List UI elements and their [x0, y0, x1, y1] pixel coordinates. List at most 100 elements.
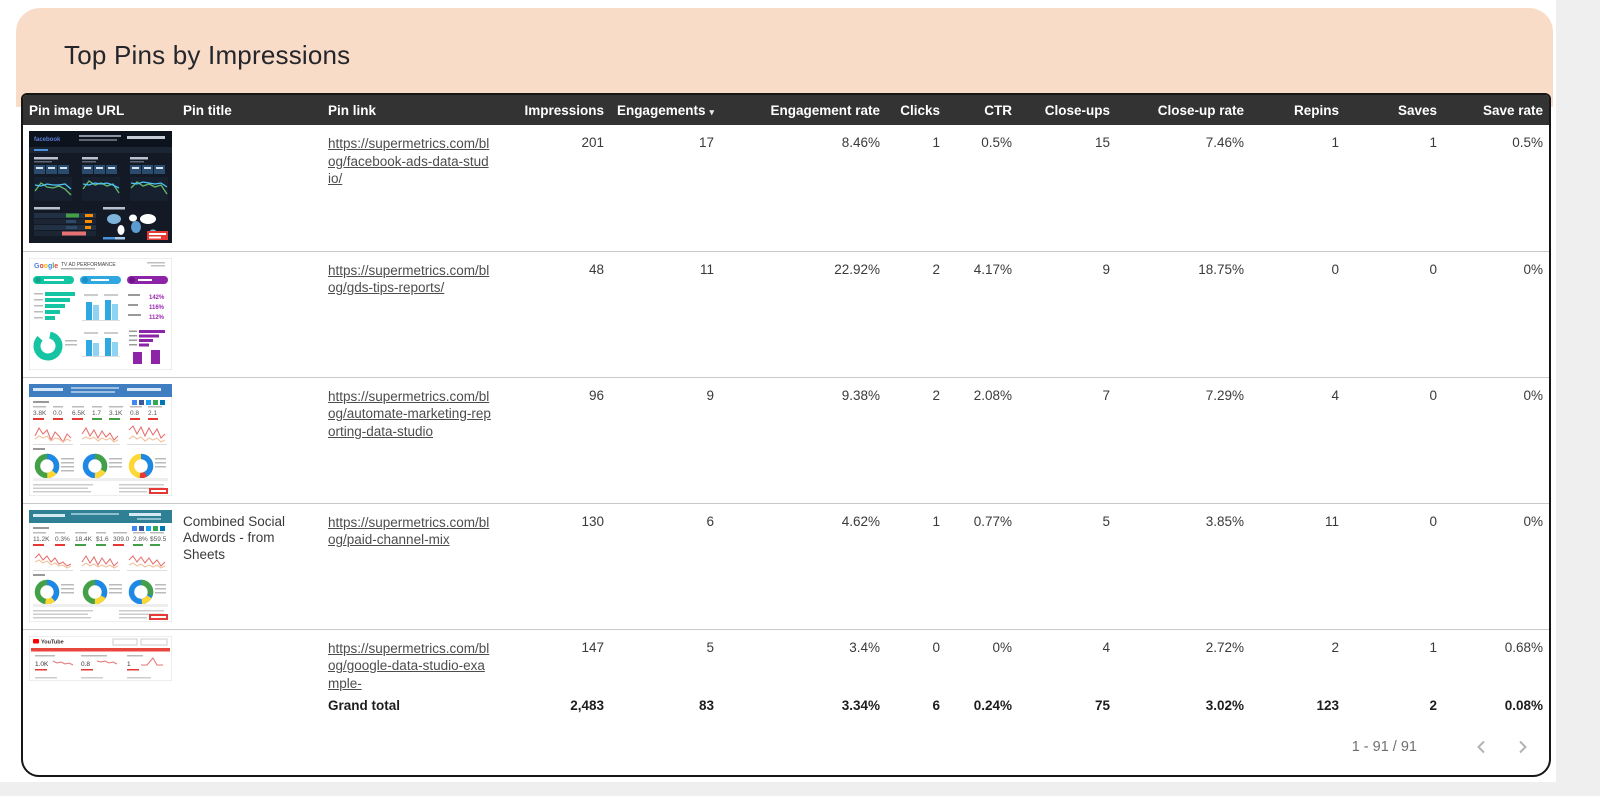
cell-ctr: 0.5%	[946, 125, 1018, 252]
canvas-right-margin	[1556, 0, 1600, 796]
cell-close-ups: 5	[1018, 503, 1116, 630]
grand-total-label: Grand total	[328, 698, 401, 714]
pagination-next-button[interactable]	[1509, 734, 1535, 760]
cell-impressions: 96	[497, 377, 610, 504]
cell-save-rate: 0%	[1443, 377, 1549, 504]
svg-text:3.8K: 3.8K	[33, 410, 47, 417]
column-header-pin-image-url[interactable]: Pin image URL	[23, 95, 177, 125]
cell-saves: 1	[1429, 639, 1437, 655]
svg-text:1: 1	[127, 661, 131, 668]
cell-engagement-rate: 22.92%	[720, 251, 886, 378]
cell-repins: 4	[1250, 377, 1345, 504]
cell-saves: 0	[1345, 377, 1443, 504]
top-pins-table-card: Pin image URL Pin title Pin link Impress…	[21, 93, 1551, 777]
column-header-save-rate[interactable]: Save rate	[1443, 95, 1549, 125]
svg-text:116%: 116%	[149, 305, 165, 311]
column-header-close-ups[interactable]: Close-ups	[1018, 95, 1116, 125]
svg-text:TV AD PERFORMANCE: TV AD PERFORMANCE	[61, 262, 116, 268]
column-header-pin-title[interactable]: Pin title	[177, 95, 322, 125]
table-row: YouTube 1.0K 0.8 1	[23, 629, 1549, 692]
total-clicks: 6	[932, 698, 940, 714]
svg-text:142%: 142%	[149, 295, 165, 301]
column-header-repins[interactable]: Repins	[1250, 95, 1345, 125]
svg-text:6.5K: 6.5K	[72, 410, 86, 417]
column-header-saves[interactable]: Saves	[1345, 95, 1443, 125]
cell-repins: 11	[1250, 503, 1345, 630]
cell-ctr: 0%	[992, 639, 1012, 655]
cell-engagements: 17	[610, 125, 720, 252]
table-row: 3.8K 0.0 6.5K 1.7 3.1K 0.8 2.1	[23, 377, 1549, 504]
cell-close-ups: 9	[1018, 251, 1116, 378]
cell-engagement-rate: 4.62%	[720, 503, 886, 630]
cell-repins: 0	[1250, 251, 1345, 378]
svg-text:Google: Google	[34, 263, 58, 270]
table-row: Google TV AD PERFORMANCE	[23, 251, 1549, 378]
cell-engagements: 5	[706, 639, 714, 655]
canvas-bottom-margin	[0, 782, 1600, 796]
cell-close-up-rate: 7.46%	[1116, 125, 1250, 252]
cell-close-up-rate: 7.29%	[1116, 377, 1250, 504]
chart-card-header	[16, 8, 1553, 107]
svg-text:18.4K: 18.4K	[75, 536, 93, 543]
pin-thumbnail-paid-channel-mix-teal: 11.2K 0.3% 18.4K $1.6 309.0 2.8% $59.5	[23, 503, 177, 630]
cell-engagements: 9	[610, 377, 720, 504]
total-close-ups: 75	[1094, 698, 1110, 714]
total-engagement-rate: 3.34%	[841, 698, 880, 714]
svg-text:0.8: 0.8	[81, 661, 90, 668]
pin-link[interactable]: https://supermetrics.com/blog/gds-tips-r…	[328, 262, 490, 296]
chevron-right-icon	[1519, 740, 1527, 754]
table-row: facebook	[23, 125, 1549, 252]
column-header-pin-link[interactable]: Pin link	[322, 95, 497, 125]
cell-save-rate: 0%	[1443, 251, 1549, 378]
cell-clicks: 0	[932, 639, 940, 655]
total-ctr: 0.24%	[973, 698, 1012, 714]
pin-link[interactable]: https://supermetrics.com/blog/facebook-a…	[328, 136, 490, 187]
pin-link[interactable]: https://supermetrics.com/blog/google-dat…	[328, 640, 490, 691]
svg-text:facebook: facebook	[34, 137, 61, 143]
cell-engagement-rate: 3.4%	[849, 639, 880, 655]
pin-link[interactable]: https://supermetrics.com/blog/paid-chann…	[328, 514, 490, 548]
cell-saves: 0	[1345, 251, 1443, 378]
cell-engagement-rate: 9.38%	[720, 377, 886, 504]
svg-text:0.0: 0.0	[53, 410, 62, 417]
cell-engagements: 6	[610, 503, 720, 630]
pin-thumbnail-paid-channel-mix-blue: 3.8K 0.0 6.5K 1.7 3.1K 0.8 2.1	[23, 377, 177, 504]
svg-text:1.7: 1.7	[92, 410, 101, 417]
pin-thumbnail-tv-ad-performance: Google TV AD PERFORMANCE	[23, 251, 177, 378]
pagination-range-label: 1 - 91 / 91	[1351, 739, 1417, 756]
svg-text:$1.6: $1.6	[96, 536, 109, 543]
column-header-clicks[interactable]: Clicks	[886, 95, 946, 125]
cell-impressions: 147	[581, 639, 604, 655]
column-header-ctr[interactable]: CTR	[946, 95, 1018, 125]
cell-ctr: 4.17%	[946, 251, 1018, 378]
svg-text:2.1: 2.1	[148, 410, 157, 417]
svg-text:2.8%: 2.8%	[133, 536, 148, 543]
pagination-prev-button[interactable]	[1469, 734, 1495, 760]
cell-close-up-rate: 3.85%	[1116, 503, 1250, 630]
table-row: 11.2K 0.3% 18.4K $1.6 309.0 2.8% $59.5	[23, 503, 1549, 630]
total-save-rate: 0.08%	[1504, 698, 1543, 714]
cell-close-ups: 7	[1018, 377, 1116, 504]
cell-close-ups: 4	[1102, 639, 1110, 655]
column-header-impressions[interactable]: Impressions	[497, 95, 610, 125]
pin-thumbnail-facebook-ads: facebook	[23, 125, 177, 252]
sort-descending-icon: ▾	[709, 106, 714, 117]
column-header-engagements[interactable]: Engagements ▾	[610, 95, 720, 125]
grand-total-row: Grand total 2,483 83 3.34% 6 0.24% 75 3.…	[23, 692, 1549, 722]
cell-save-rate: 0.5%	[1443, 125, 1549, 252]
cell-ctr: 2.08%	[946, 377, 1018, 504]
cell-ctr: 0.77%	[946, 503, 1018, 630]
column-header-engagement-rate[interactable]: Engagement rate	[720, 95, 886, 125]
svg-text:0.3%: 0.3%	[55, 536, 70, 543]
svg-text:$59.5: $59.5	[150, 536, 167, 543]
svg-text:3.1K: 3.1K	[109, 410, 123, 417]
svg-text:309.0: 309.0	[113, 536, 130, 543]
cell-engagement-rate: 8.46%	[720, 125, 886, 252]
pin-link[interactable]: https://supermetrics.com/blog/automate-m…	[328, 388, 491, 439]
svg-text:YouTube: YouTube	[41, 639, 64, 645]
svg-text:1.0K: 1.0K	[35, 661, 49, 668]
svg-text:0.8: 0.8	[130, 410, 139, 417]
cell-impressions: 201	[497, 125, 610, 252]
column-header-close-up-rate[interactable]: Close-up rate	[1116, 95, 1250, 125]
